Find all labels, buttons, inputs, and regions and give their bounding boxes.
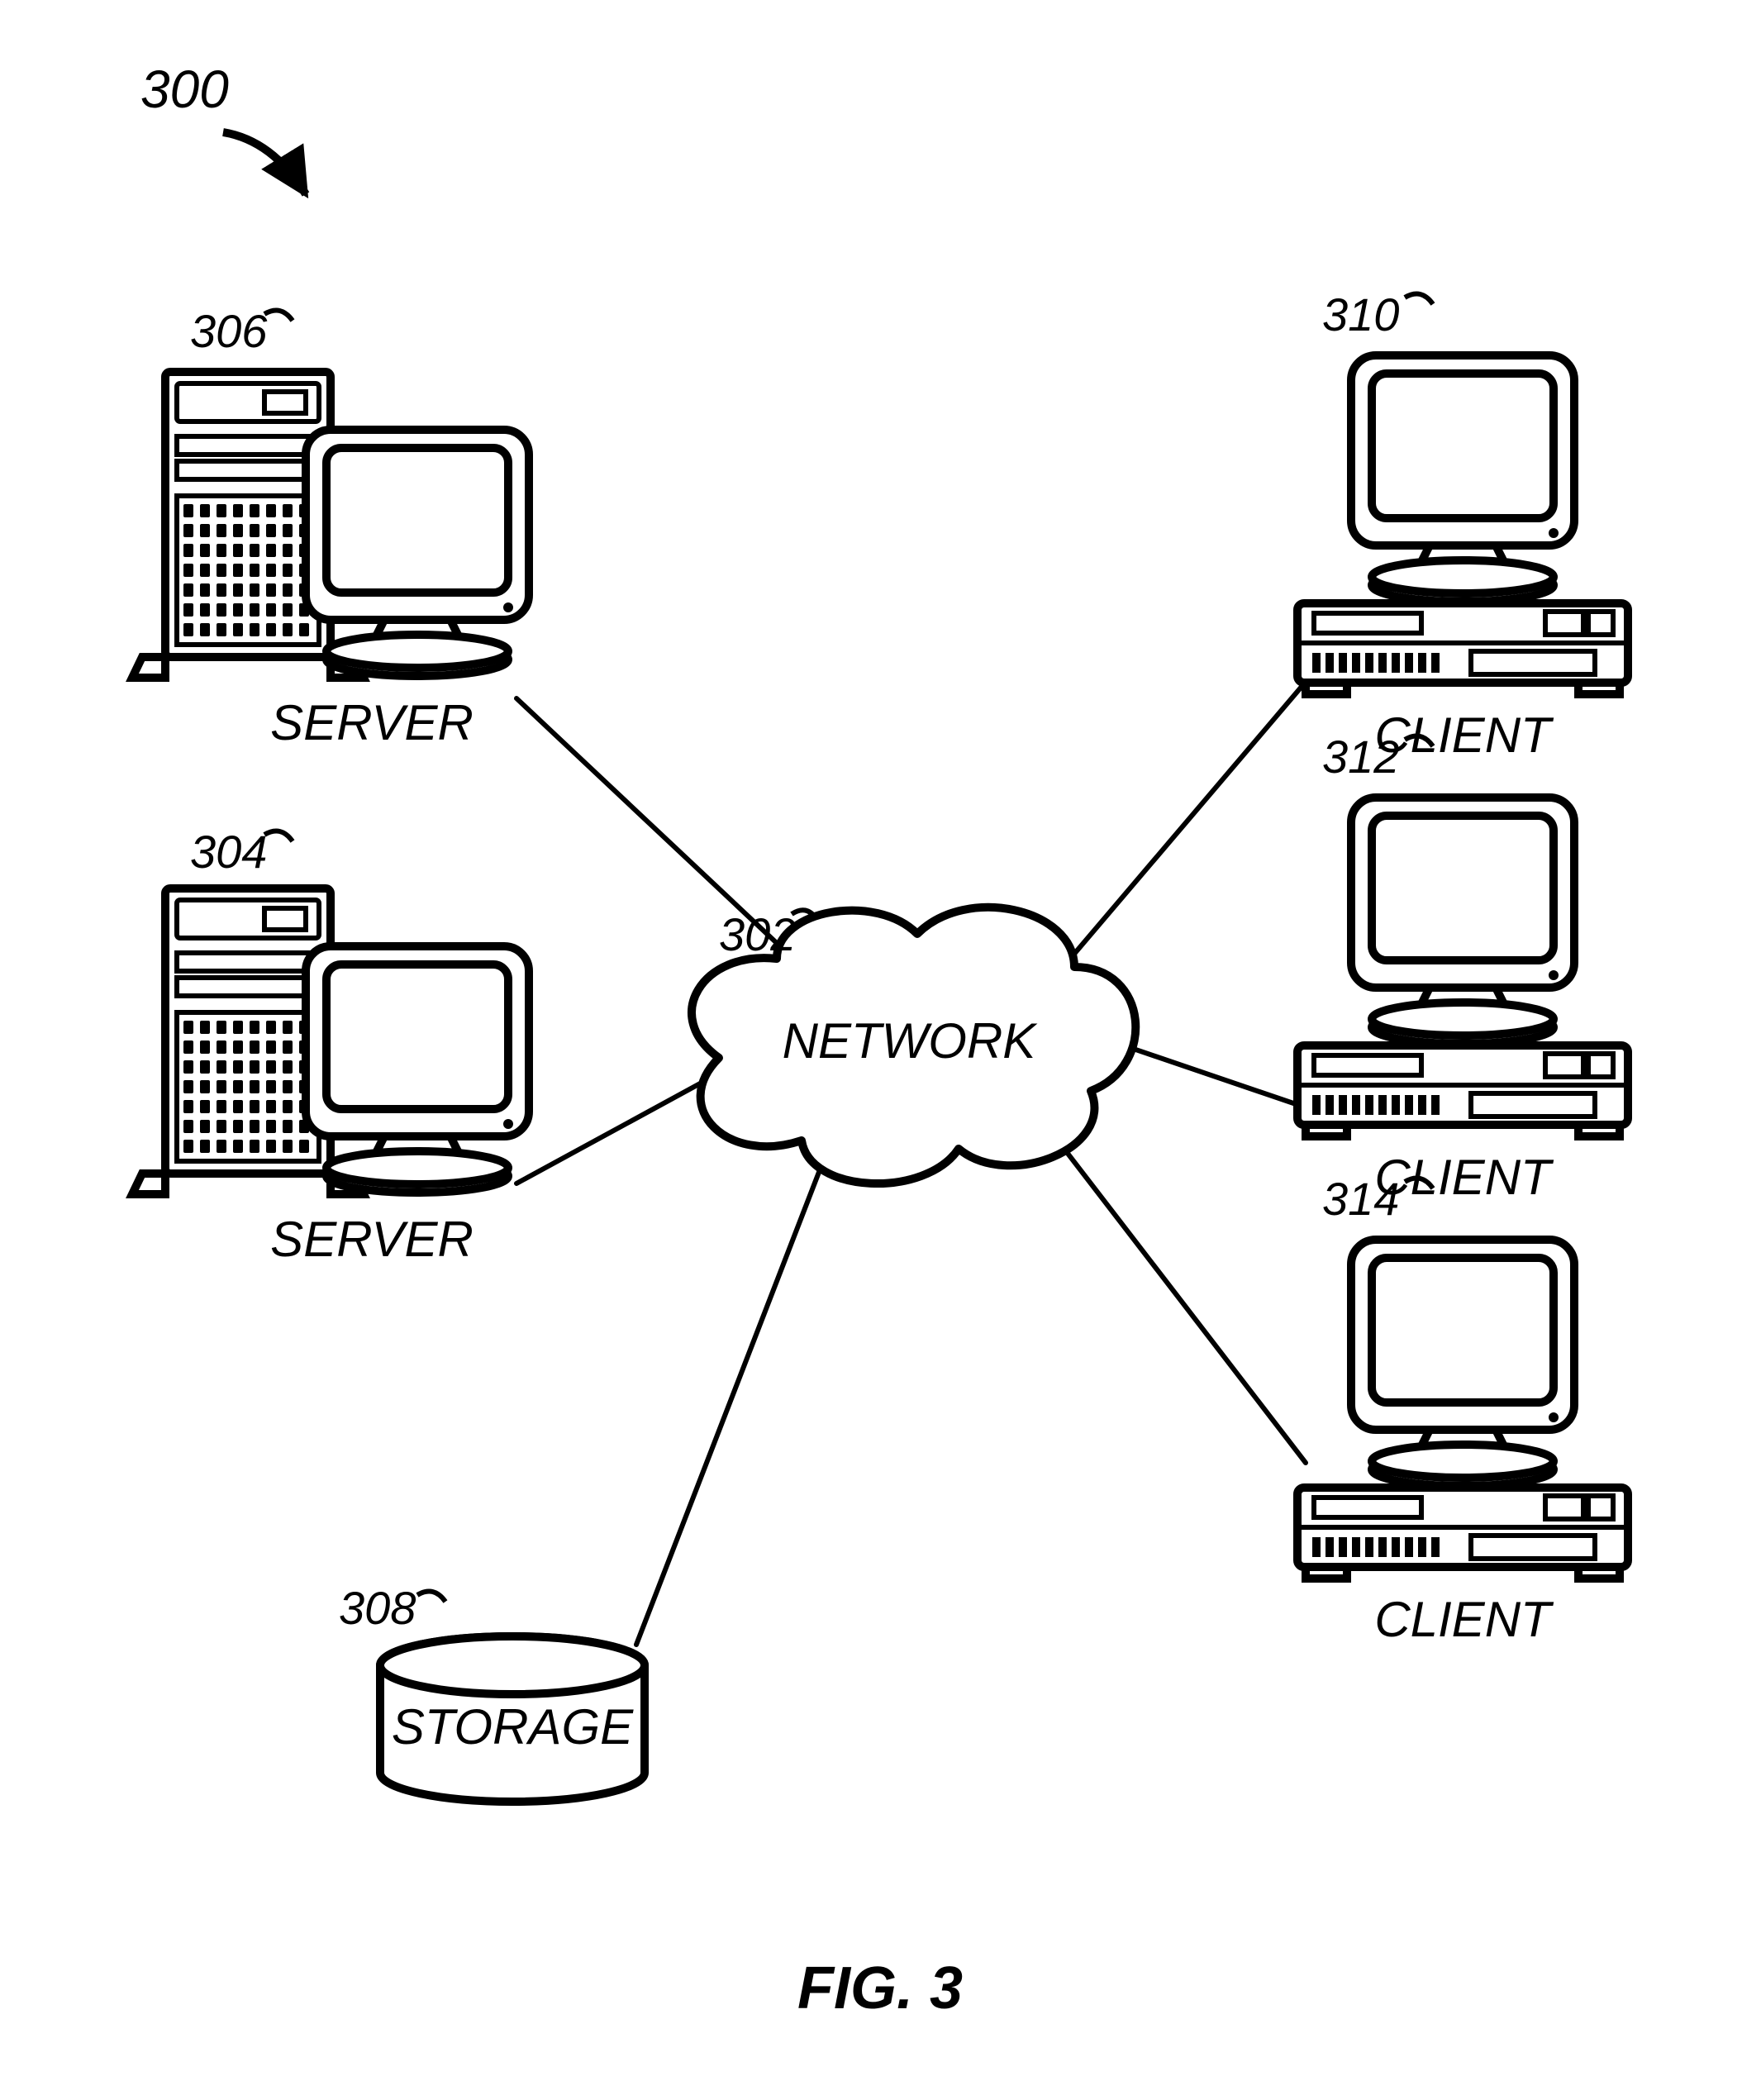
client-310-leader <box>1405 294 1433 305</box>
storage-308-leader <box>417 1592 445 1602</box>
client-312-label: CLIENT <box>1374 1150 1554 1205</box>
server-306-leader <box>264 311 293 321</box>
client-310-label: CLIENT <box>1374 707 1554 763</box>
client-310: CLIENT <box>1297 355 1628 763</box>
client-314-ref: 314 <box>1322 1173 1399 1225</box>
figure-ref: 300 <box>140 60 229 119</box>
server-306-ref: 306 <box>190 305 268 357</box>
storage-308-ref: 308 <box>339 1582 416 1634</box>
server-304-leader <box>264 831 293 842</box>
client-312-ref: 312 <box>1322 731 1399 783</box>
client-314-label: CLIENT <box>1374 1592 1554 1647</box>
figure-label: FIG. 3 <box>797 1955 963 2021</box>
server-304-ref: 304 <box>190 826 267 878</box>
network-ref: 302 <box>719 908 796 960</box>
client-312: CLIENT <box>1297 798 1628 1205</box>
figure-ref-arrow <box>223 132 306 194</box>
server-306: SERVER <box>132 372 529 750</box>
storage-308-label: STORAGE <box>392 1699 634 1755</box>
storage-308: STORAGE <box>380 1636 645 1802</box>
network-cloud: NETWORK 302 <box>692 907 1135 1183</box>
client-314: CLIENT <box>1297 1240 1628 1647</box>
server-306-label: SERVER <box>270 695 474 750</box>
network-label: NETWORK <box>783 1013 1039 1069</box>
server-304-label: SERVER <box>270 1212 474 1267</box>
client-310-ref: 310 <box>1322 288 1399 340</box>
server-304: SERVER <box>132 888 529 1267</box>
